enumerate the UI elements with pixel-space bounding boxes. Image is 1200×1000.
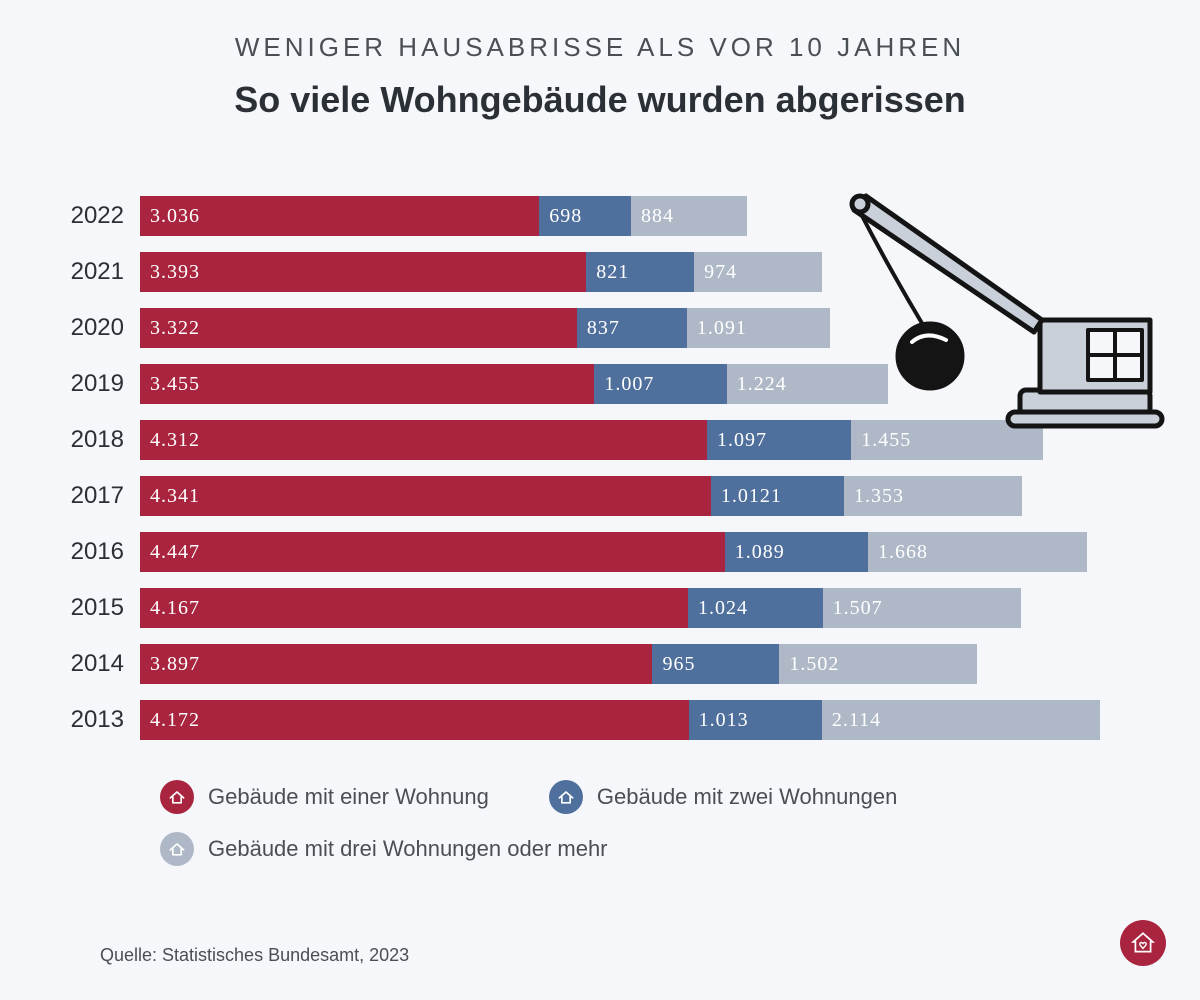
wrecking-crane-icon xyxy=(830,180,1170,440)
bar-value-label: 698 xyxy=(549,205,582,228)
bar-value-label: 3.897 xyxy=(150,653,200,676)
year-label: 2015 xyxy=(60,594,140,622)
brand-logo-icon xyxy=(1120,920,1166,966)
bar-segment-two: 821 xyxy=(586,252,694,292)
table-row: 2014 3.897 965 1.502 xyxy=(60,638,1120,690)
legend-item: Gebäude mit drei Wohnungen oder mehr xyxy=(160,832,608,866)
bar-value-label: 3.455 xyxy=(150,373,200,396)
bar-value-label: 837 xyxy=(587,317,620,340)
bar-segment-two: 965 xyxy=(652,644,779,684)
bar-segment-one: 4.167 xyxy=(140,588,688,628)
source-text: Quelle: Statistisches Bundesamt, 2023 xyxy=(100,945,409,966)
table-row: 2016 4.447 1.089 1.668 xyxy=(60,526,1120,578)
bar-segment-one: 3.036 xyxy=(140,196,539,236)
bar-segment-three: 1.507 xyxy=(823,588,1021,628)
bar-value-label: 2.114 xyxy=(832,709,881,732)
bar-segment-two: 1.024 xyxy=(688,588,823,628)
year-label: 2019 xyxy=(60,370,140,398)
bar-value-label: 1.007 xyxy=(604,373,654,396)
year-label: 2021 xyxy=(60,258,140,286)
bar-value-label: 4.312 xyxy=(150,429,200,452)
bar-segment-one: 4.312 xyxy=(140,420,707,460)
bar-value-label: 1.013 xyxy=(699,709,749,732)
year-label: 2018 xyxy=(60,426,140,454)
bar-segment-two: 837 xyxy=(577,308,687,348)
table-row: 2017 4.341 1.0121 1.353 xyxy=(60,470,1120,522)
bar-value-label: 1.0121 xyxy=(721,485,782,508)
legend-swatch-icon xyxy=(160,780,194,814)
bar-value-label: 1.353 xyxy=(854,485,904,508)
bar-value-label: 3.036 xyxy=(150,205,200,228)
year-label: 2020 xyxy=(60,314,140,342)
bar-value-label: 1.502 xyxy=(789,653,839,676)
bar-segment-three: 1.091 xyxy=(687,308,830,348)
bar-segment-three: 974 xyxy=(694,252,822,292)
legend-item: Gebäude mit zwei Wohnungen xyxy=(549,780,897,814)
bar-value-label: 4.341 xyxy=(150,485,200,508)
year-label: 2014 xyxy=(60,650,140,678)
bar-value-label: 1.097 xyxy=(717,429,767,452)
bar-value-label: 4.447 xyxy=(150,541,200,564)
legend-swatch-icon xyxy=(549,780,583,814)
legend-item: Gebäude mit einer Wohnung xyxy=(160,780,489,814)
bar-segment-three: 884 xyxy=(631,196,747,236)
bar-value-label: 3.393 xyxy=(150,261,200,284)
chart-title: So viele Wohngebäude wurden abgerissen xyxy=(0,79,1200,121)
legend-label: Gebäude mit drei Wohnungen oder mehr xyxy=(208,836,608,862)
bar: 3.897 965 1.502 xyxy=(140,644,1120,684)
bar-value-label: 974 xyxy=(704,261,737,284)
bar-value-label: 821 xyxy=(596,261,629,284)
bar-value-label: 1.089 xyxy=(735,541,785,564)
bar-value-label: 4.172 xyxy=(150,709,200,732)
bar-value-label: 884 xyxy=(641,205,674,228)
bar-segment-one: 3.322 xyxy=(140,308,577,348)
bar-value-label: 3.322 xyxy=(150,317,200,340)
year-label: 2017 xyxy=(60,482,140,510)
bar-segment-one: 3.897 xyxy=(140,644,652,684)
bar: 4.167 1.024 1.507 xyxy=(140,588,1120,628)
legend: Gebäude mit einer Wohnung Gebäude mit zwe… xyxy=(160,780,1060,866)
bar-segment-three: 1.668 xyxy=(868,532,1087,572)
year-label: 2016 xyxy=(60,538,140,566)
legend-label: Gebäude mit zwei Wohnungen xyxy=(597,784,897,810)
bar-value-label: 965 xyxy=(662,653,695,676)
bar-segment-three: 1.353 xyxy=(844,476,1022,516)
bar: 4.341 1.0121 1.353 xyxy=(140,476,1120,516)
bar-value-label: 1.091 xyxy=(697,317,747,340)
bar-segment-one: 4.447 xyxy=(140,532,725,572)
bar-segment-two: 698 xyxy=(539,196,631,236)
bar-value-label: 1.224 xyxy=(737,373,787,396)
chart-subtitle: WENIGER HAUSABRISSE ALS VOR 10 JAHREN xyxy=(0,0,1200,63)
bar: 4.172 1.013 2.114 xyxy=(140,700,1120,740)
bar-value-label: 1.668 xyxy=(878,541,928,564)
year-label: 2013 xyxy=(60,706,140,734)
bar-segment-one: 4.341 xyxy=(140,476,711,516)
bar-segment-two: 1.007 xyxy=(594,364,726,404)
bar: 4.447 1.089 1.668 xyxy=(140,532,1120,572)
bar-segment-one: 4.172 xyxy=(140,700,689,740)
bar-segment-three: 2.114 xyxy=(822,700,1100,740)
bar-segment-one: 3.455 xyxy=(140,364,594,404)
bar-segment-two: 1.0121 xyxy=(711,476,844,516)
bar-segment-one: 3.393 xyxy=(140,252,586,292)
bar-segment-two: 1.089 xyxy=(725,532,868,572)
bar-segment-two: 1.013 xyxy=(689,700,822,740)
legend-swatch-icon xyxy=(160,832,194,866)
table-row: 2013 4.172 1.013 2.114 xyxy=(60,694,1120,746)
year-label: 2022 xyxy=(60,202,140,230)
bar-value-label: 1.507 xyxy=(833,597,883,620)
bar-value-label: 1.024 xyxy=(698,597,748,620)
bar-value-label: 4.167 xyxy=(150,597,200,620)
bar-segment-three: 1.502 xyxy=(779,644,977,684)
table-row: 2015 4.167 1.024 1.507 xyxy=(60,582,1120,634)
legend-label: Gebäude mit einer Wohnung xyxy=(208,784,489,810)
